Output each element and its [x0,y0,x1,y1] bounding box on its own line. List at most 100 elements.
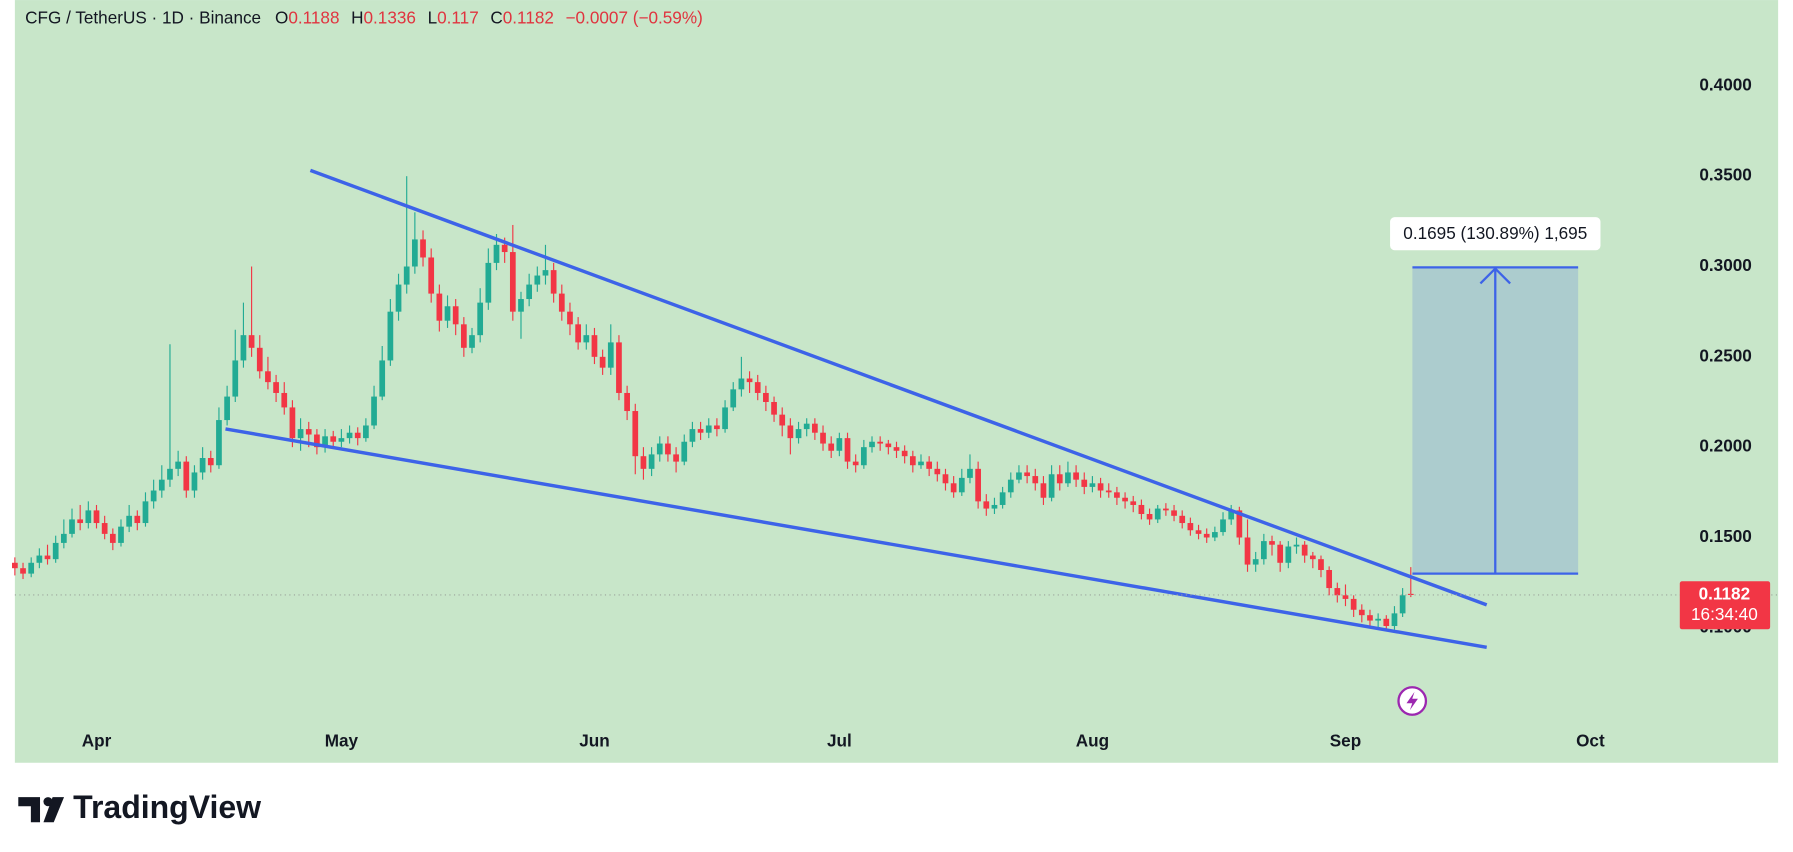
y-tick-label: 0.2000 [1699,436,1751,456]
candle-body [567,311,573,325]
candle-body [412,239,418,267]
high: 0.1336 [364,7,416,27]
candle-body [1228,510,1235,520]
candle-body [1203,533,1210,538]
candle-body [632,411,639,457]
candle-body [705,425,712,433]
candle-body [1212,532,1218,538]
candle-body [420,239,426,258]
candle-body [583,335,590,343]
candle-body [697,429,704,433]
candle-body [134,515,141,524]
candle-body [1179,515,1186,524]
candle-body [575,324,581,343]
x-tick-label: Jul [827,731,852,751]
candle-body [795,429,802,439]
candle-body [869,441,875,448]
candle-body [1056,474,1063,484]
alert-bolt [1406,691,1418,711]
candle-body [1236,510,1243,538]
plot: 0.1695 (130.89%) 1,695 [12,168,1779,650]
candle-body [297,429,304,439]
trendline [309,168,1488,607]
countdown: 16:34:40 [1691,604,1758,624]
candle-body [901,450,908,457]
candle-body [1391,613,1398,627]
candle-body [1130,501,1137,505]
candle-body [640,456,647,469]
low: 0.117 [437,7,479,27]
candle-body [844,438,851,462]
symbol: CFG / TetherUS · 1D · Binance [25,7,261,27]
x-tick-label: Apr [82,731,112,751]
open: 0.1188 [288,7,339,27]
candle-body [518,299,524,312]
candle-body [1309,555,1316,560]
candle-body [232,360,239,397]
candle-body [371,396,377,426]
candle-body [1399,595,1406,614]
candle-body [607,342,614,368]
y-tick-label: 0.2500 [1699,345,1751,365]
candle-body [1334,588,1341,596]
change: −0.0007 (−0.59%) [566,7,703,27]
candle-body [1220,519,1226,533]
candle-body [1146,514,1153,520]
candle-body [52,542,59,560]
candle-body [1293,544,1300,547]
candle-body [1277,544,1284,563]
candle-body [983,501,990,509]
h-label: H [351,7,363,27]
candle-body [763,392,769,402]
candle-body [224,396,230,421]
candle-body [958,477,965,493]
candle-body [403,266,410,285]
candle-body [1350,598,1357,610]
candle-body [803,423,810,430]
candle-body [885,443,892,448]
candle-body [1269,541,1275,545]
candle-body [477,302,484,336]
candle-body [36,555,43,563]
candle-body [28,562,35,574]
candle-body [20,568,26,574]
candle-body [779,414,786,426]
measure-label: 0.1695 (130.89%) 1,695 [1403,223,1587,243]
candle-body [730,389,737,408]
candle-body [101,523,108,534]
candle-body [256,347,263,372]
candle-body [289,407,296,439]
candle-body [158,479,165,491]
candle-body [69,519,75,534]
candle-body [1040,483,1047,498]
candle-body [1065,472,1071,484]
candle-body [60,533,67,543]
trendline [225,427,1487,650]
candle-body [648,454,655,469]
last-price: 0.1182 [1699,583,1750,603]
candle-body [820,432,826,444]
candle-body [999,492,1006,505]
candle-body [273,382,279,393]
candle-body [1016,472,1022,480]
candle-body [616,342,622,393]
candle-body [714,425,720,430]
candle-body [126,515,133,527]
candle-body [248,335,255,348]
candle-body [363,425,369,439]
candle-body [828,443,835,451]
c-label: C [490,7,502,27]
y-tick-label: 0.4000 [1699,74,1751,94]
alert-icon[interactable] [1397,686,1428,716]
candle-body [281,392,288,408]
candle-body [738,378,745,390]
candle-body [1285,546,1292,563]
candle-body [444,306,451,321]
brand-logo[interactable]: TradingView [18,789,261,825]
candle-body [852,461,859,466]
x-tick-label: May [325,731,359,751]
candle-body [191,472,198,491]
candle-body [1260,541,1267,560]
